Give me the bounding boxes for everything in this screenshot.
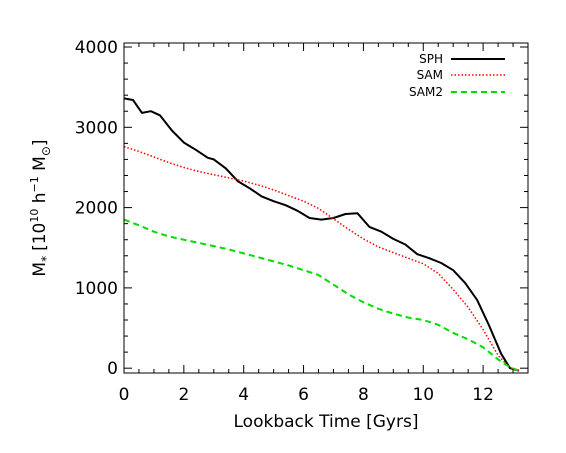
y-axis-label-units-suffix: M [30, 156, 50, 176]
x-tick-label: 2 [178, 385, 189, 405]
y-axis-label-base: M [30, 262, 50, 277]
x-tick-label: 12 [472, 385, 494, 405]
x-tick-label: 10 [412, 385, 434, 405]
y-axis-label-units-prefix: [10 [30, 223, 50, 251]
legend-label-sam: SAM [417, 68, 443, 82]
y-axis-label-suffix-sub: ⊙ [39, 146, 53, 156]
series-line-sam [124, 145, 520, 372]
y-axis-label-pow1: 10 [28, 209, 41, 223]
series-layer [124, 97, 520, 372]
x-tick-label: 8 [358, 385, 369, 405]
y-axis-label-pow2: −1 [28, 176, 41, 192]
series-line-sph [124, 97, 520, 372]
y-tick-label: 0 [107, 359, 118, 379]
series-line-sam2 [124, 218, 520, 372]
y-tick-label: 3000 [75, 118, 118, 138]
x-tick-label: 6 [298, 385, 309, 405]
ticks-layer: 0 2 4 6 8 10 12 0 1000 2000 3000 4000 [75, 38, 529, 405]
y-axis-label: M*[1010 h−1 M⊙] [28, 139, 53, 276]
y-axis-label-close: ] [30, 139, 50, 146]
x-axis-label: Lookback Time [Gyrs] [234, 412, 419, 432]
y-tick-label: 4000 [75, 38, 118, 58]
y-tick-label: 2000 [75, 199, 118, 219]
legend-label-sam2: SAM2 [409, 85, 443, 99]
x-tick-label: 0 [119, 385, 130, 405]
y-axis-label-mid: h [30, 192, 50, 208]
legend-label-sph: SPH [419, 52, 443, 66]
y-tick-label: 1000 [75, 279, 118, 299]
x-tick-label: 4 [238, 385, 249, 405]
y-axis-label-base-sub: * [39, 256, 53, 262]
legend: SPH SAM SAM2 [409, 52, 505, 99]
